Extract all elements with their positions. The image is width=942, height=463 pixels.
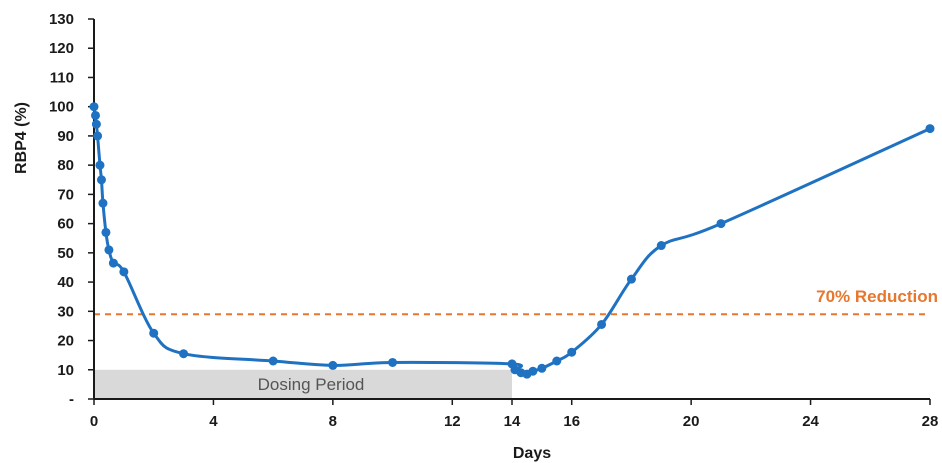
data-point — [925, 124, 935, 134]
data-point — [388, 357, 398, 367]
data-point — [101, 227, 111, 237]
y-tick-label: 40 — [57, 274, 74, 291]
data-point — [528, 366, 538, 376]
x-tick-label: 14 — [504, 413, 521, 430]
x-tick-label: 16 — [563, 413, 580, 430]
data-point — [567, 347, 577, 357]
y-tick-label: 80 — [57, 157, 74, 174]
data-point — [96, 175, 106, 185]
y-tick-label: 130 — [49, 11, 74, 28]
data-point — [104, 245, 114, 255]
y-tick-label: 10 — [57, 362, 74, 379]
data-point — [328, 360, 338, 370]
dosing-period-label: Dosing Period — [258, 375, 365, 394]
x-tick-label: 28 — [922, 413, 939, 430]
data-point — [716, 219, 726, 229]
x-tick-label: 20 — [683, 413, 700, 430]
data-point — [149, 328, 159, 338]
y-tick-label: 110 — [50, 69, 74, 86]
data-point — [93, 131, 103, 141]
y-tick-label: 70 — [57, 186, 74, 203]
y-tick-label: 100 — [49, 99, 74, 116]
data-point — [597, 319, 607, 329]
data-point — [179, 349, 189, 359]
y-tick-label: 20 — [57, 333, 74, 350]
y-tick-label: - — [69, 391, 74, 408]
data-point — [98, 198, 108, 208]
data-point — [268, 356, 278, 366]
data-point — [656, 241, 666, 251]
y-tick-label: 120 — [49, 40, 74, 57]
y-tick-label: 30 — [57, 303, 74, 320]
data-point — [95, 160, 105, 170]
data-point — [626, 274, 636, 284]
data-point — [108, 258, 118, 268]
x-tick-label: 8 — [329, 413, 337, 430]
data-point — [89, 102, 99, 112]
reference-line-label: 70% Reduction — [816, 287, 938, 306]
data-point — [537, 363, 547, 373]
data-point — [552, 356, 562, 366]
y-tick-label: 50 — [57, 245, 74, 262]
data-point — [119, 267, 129, 277]
x-tick-label: 12 — [444, 413, 461, 430]
x-tick-label: 4 — [209, 413, 218, 430]
data-point — [91, 119, 101, 129]
dosing-period-band — [94, 369, 512, 399]
x-axis-title: Days — [513, 445, 551, 462]
y-tick-label: 60 — [57, 216, 74, 233]
y-axis-title: RBP4 (%) — [13, 102, 30, 174]
y-tick-label: 90 — [57, 128, 74, 145]
x-tick-label: 24 — [802, 413, 819, 430]
rbp4-series-line — [92, 105, 932, 376]
data-point — [90, 110, 100, 120]
x-tick-label: 0 — [90, 413, 98, 430]
